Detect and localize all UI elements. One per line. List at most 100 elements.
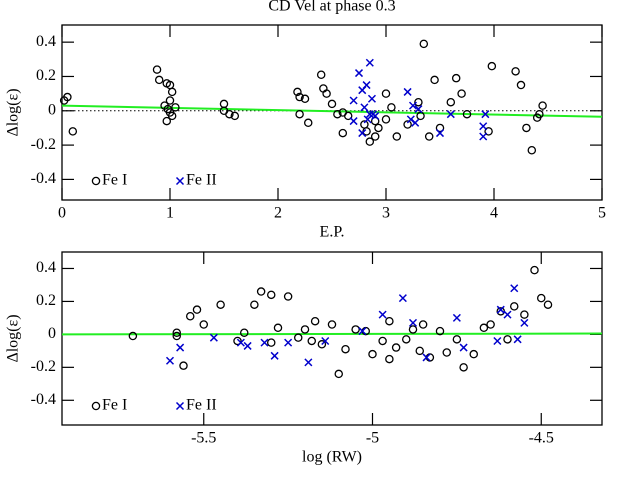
y-tick-label: -0.4 [31, 170, 56, 187]
marker-circle [385, 354, 394, 364]
marker-circle [167, 87, 177, 97]
marker-circle [391, 343, 401, 352]
y-tick-label: -0.4 [31, 391, 56, 408]
y-tick-label: 0.4 [36, 33, 56, 50]
marker-cross [236, 338, 245, 347]
marker-cross [378, 310, 387, 319]
marker-cross [481, 110, 490, 119]
marker-circle [435, 326, 445, 336]
legend-label: Fe I [102, 172, 127, 189]
marker-circle [172, 331, 181, 341]
marker-circle [414, 97, 423, 107]
fit-line [61, 104, 603, 118]
marker-cross [176, 343, 185, 352]
marker-circle [486, 320, 495, 329]
y-axis-label: Δlog(ε) [5, 314, 22, 362]
marker-circle [192, 305, 202, 314]
marker-circle [185, 312, 195, 321]
marker-circle [462, 109, 472, 119]
marker-circle [370, 116, 380, 126]
legend-marker [175, 401, 185, 411]
marker-circle [283, 292, 293, 301]
marker-cross [165, 356, 175, 365]
marker-circle [469, 349, 478, 359]
x-tick-label: 3 [382, 205, 390, 222]
marker-circle [165, 96, 175, 105]
marker-circle [503, 335, 512, 344]
marker-cross [321, 336, 330, 346]
legend-marker [91, 401, 101, 411]
marker-circle [216, 300, 225, 309]
marker-circle [435, 123, 445, 133]
marker-circle [543, 300, 553, 309]
y-tick-label: 0.2 [36, 292, 56, 309]
marker-circle [370, 132, 380, 141]
marker-cross [360, 103, 369, 112]
marker-circle [520, 310, 529, 319]
marker-circle [516, 80, 526, 90]
marker-circle [446, 97, 456, 107]
marker-circle [322, 89, 331, 98]
marker-circle [334, 369, 343, 379]
marker-circle [527, 145, 537, 155]
marker-circle [442, 348, 451, 357]
marker-cross [358, 327, 367, 336]
marker-circle [295, 109, 304, 119]
marker-circle [310, 316, 320, 326]
marker-cross [260, 338, 269, 347]
marker-cross [510, 284, 519, 293]
legend-label: Fe II [186, 172, 217, 189]
marker-circle [368, 349, 377, 359]
marker-cross [435, 129, 445, 138]
marker-circle [457, 89, 466, 98]
marker-circle [530, 265, 539, 275]
marker-circle [451, 73, 461, 83]
x-tick-label: -5 [366, 430, 379, 447]
y-tick-label: -0.2 [31, 358, 56, 375]
fit-line [61, 332, 603, 336]
chart-title: CD Vel at phase 0.3 [268, 0, 395, 15]
marker-cross [367, 94, 376, 103]
marker-circle [415, 346, 424, 356]
marker-circle [338, 128, 348, 138]
x-tick-label: -5.5 [191, 430, 216, 447]
marker-circle [250, 300, 259, 309]
marker-circle [430, 75, 439, 85]
marker-cross [362, 81, 371, 90]
marker-cross [358, 129, 367, 138]
marker-circle [256, 287, 266, 296]
y-tick-label: 0 [48, 101, 56, 118]
marker-cross [408, 318, 418, 327]
marker-circle [403, 120, 412, 129]
legend-label: Fe I [102, 397, 127, 414]
marker-cross [398, 294, 407, 303]
marker-circle [374, 123, 383, 133]
marker-cross [403, 87, 412, 96]
marker-cross [446, 110, 455, 119]
marker-cross [365, 110, 374, 119]
marker-circle [239, 328, 249, 337]
marker-circle [341, 344, 350, 354]
marker-circle [381, 89, 391, 98]
marker-cross [371, 111, 380, 120]
x-tick-label: -4.5 [529, 430, 554, 447]
y-tick-label: 0.4 [36, 259, 56, 276]
marker-circle [317, 340, 327, 349]
marker-circle [535, 109, 544, 119]
marker-circle [419, 39, 429, 49]
x-tick-label: 4 [490, 205, 498, 222]
marker-circle [293, 87, 302, 97]
legend-label: Fe II [186, 397, 217, 414]
marker-circle [392, 132, 402, 141]
marker-cross [411, 118, 420, 127]
marker-cross [459, 343, 468, 352]
marker-circle [385, 316, 394, 326]
marker-circle [300, 94, 310, 104]
marker-cross [354, 69, 364, 78]
marker-cross [520, 318, 529, 327]
marker-circle [459, 363, 468, 372]
marker-circle [162, 116, 172, 126]
x-tick-label: 2 [274, 205, 282, 222]
legend-marker [175, 176, 185, 186]
